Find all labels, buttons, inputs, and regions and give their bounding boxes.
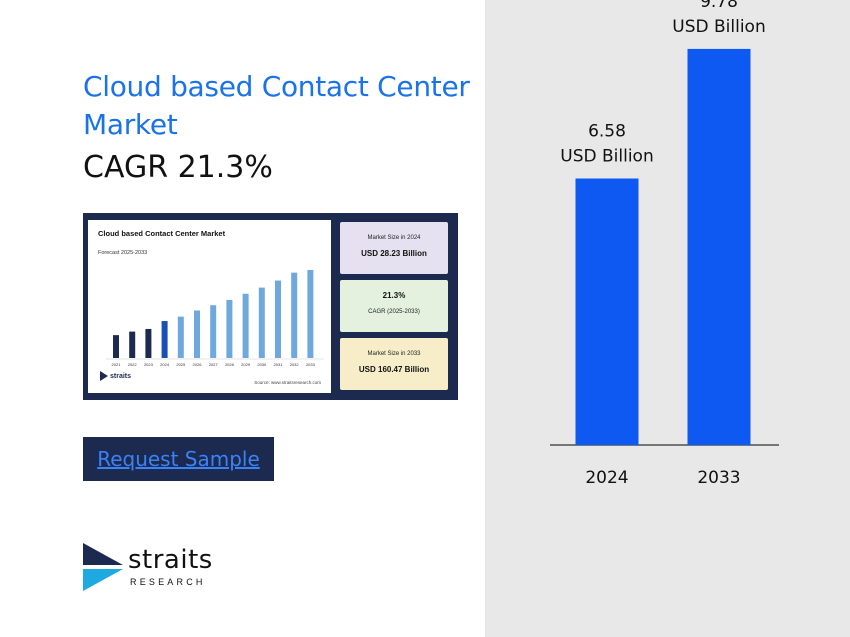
- thumbnail-bar: [145, 328, 152, 358]
- stat-cagr: 21.3% CAGR (2025-2033): [340, 280, 448, 332]
- thumbnail-bar: [113, 335, 119, 358]
- market-size-bar-chart: 6.58 USD Billion 2024 9.78 USD Billion 2033: [550, 0, 779, 488]
- thumbnail-logo-text: straits: [110, 372, 132, 380]
- stat-label: Market Size in 2024: [367, 235, 421, 241]
- thumbnail-year-label: 2033: [306, 362, 316, 367]
- thumbnail-bar: [194, 310, 200, 358]
- cagr-headline: CAGR 21.3%: [83, 150, 273, 185]
- thumbnail-year-label: 2032: [290, 362, 300, 367]
- thumbnail-year-label: 2024: [160, 362, 170, 367]
- request-sample-link[interactable]: Request Sample: [97, 447, 260, 471]
- thumbnail-chart: 2021 2022 2023 2024 2025 2026 2027 2028 2029 2030…: [106, 270, 324, 367]
- thumbnail-logo: straits: [100, 371, 131, 381]
- stat-value: USD 28.23 Billion: [361, 249, 427, 258]
- market-infographic: 2021 2022 2023 2024 2025 2026 2027 2028 2029 2030…: [83, 213, 458, 400]
- thumbnail-bar: [226, 299, 233, 358]
- bar-unit-label: USD Billion: [560, 147, 653, 167]
- thumbnail-bar: [291, 272, 298, 358]
- thumbnail-bar: [258, 287, 265, 358]
- straits-research-logo: straits RESEARCH: [83, 543, 223, 591]
- logo-wordmark: straits: [128, 545, 213, 575]
- thumbnail-bar: [210, 305, 217, 358]
- thumbnail-chart-panel: 2021 2022 2023 2024 2025 2026 2027 2028 2029 2030…: [88, 220, 331, 393]
- thumbnail-year-label: 2022: [128, 362, 138, 367]
- thumbnail-year-label: 2026: [193, 362, 203, 367]
- x-tick-label: 2024: [585, 468, 628, 488]
- stat-label: Market Size in 2033: [367, 351, 421, 357]
- thumbnail-year-label: 2023: [144, 362, 154, 367]
- thumbnail-year-label: 2028: [225, 362, 235, 367]
- thumbnail-bar: [307, 270, 314, 358]
- page-title: Cloud based Contact Center Market: [83, 70, 470, 141]
- stat-label: CAGR (2025-2033): [368, 309, 420, 315]
- straits-mark-icon: [100, 371, 108, 381]
- thumbnail-bar: [129, 331, 136, 358]
- thumbnail-year-label: 2021: [112, 362, 122, 367]
- thumbnail-year-label: 2025: [176, 362, 186, 367]
- thumbnail-year-label: 2030: [257, 362, 267, 367]
- thumbnail-title: Cloud based Contact Center Market: [98, 229, 226, 238]
- stat-market-size-2024: Market Size in 2024 USD 28.23 Billion: [340, 222, 448, 274]
- stat-value: 21.3%: [382, 291, 406, 300]
- thumbnail-bar: [242, 293, 249, 358]
- thumbnail-subtitle: Forecast 2025-2033: [98, 250, 148, 256]
- thumbnail-year-label: 2031: [274, 362, 284, 367]
- bar-2024: [575, 178, 639, 445]
- thumbnail-source: Source: www.straitsresearch.com: [254, 380, 321, 385]
- x-tick-label: 2033: [697, 468, 740, 488]
- thumbnail-bar: [275, 280, 281, 358]
- bar-2033: [687, 48, 751, 445]
- thumbnail-year-label: 2029: [241, 362, 251, 367]
- thumbnail-year-label: 2027: [209, 362, 219, 367]
- stat-value: USD 160.47 Billion: [358, 365, 430, 374]
- bar-unit-label: USD Billion: [672, 17, 765, 37]
- right-panel: 6.58 USD Billion 2024 9.78 USD Billion 2033: [485, 0, 850, 637]
- thumbnail-bar: [161, 321, 168, 358]
- bar-value-label: 9.78: [700, 0, 738, 12]
- left-panel: Cloud based Contact Center Market CAGR 2…: [83, 70, 470, 591]
- straits-logo-icon: [83, 543, 123, 591]
- bar-value-label: 6.58: [588, 122, 626, 142]
- thumbnail-bar: [177, 316, 184, 358]
- request-sample-button[interactable]: Request Sample: [83, 437, 274, 481]
- stat-market-size-2033: Market Size in 2033 USD 160.47 Billion: [340, 338, 448, 390]
- logo-subtitle: RESEARCH: [130, 577, 206, 587]
